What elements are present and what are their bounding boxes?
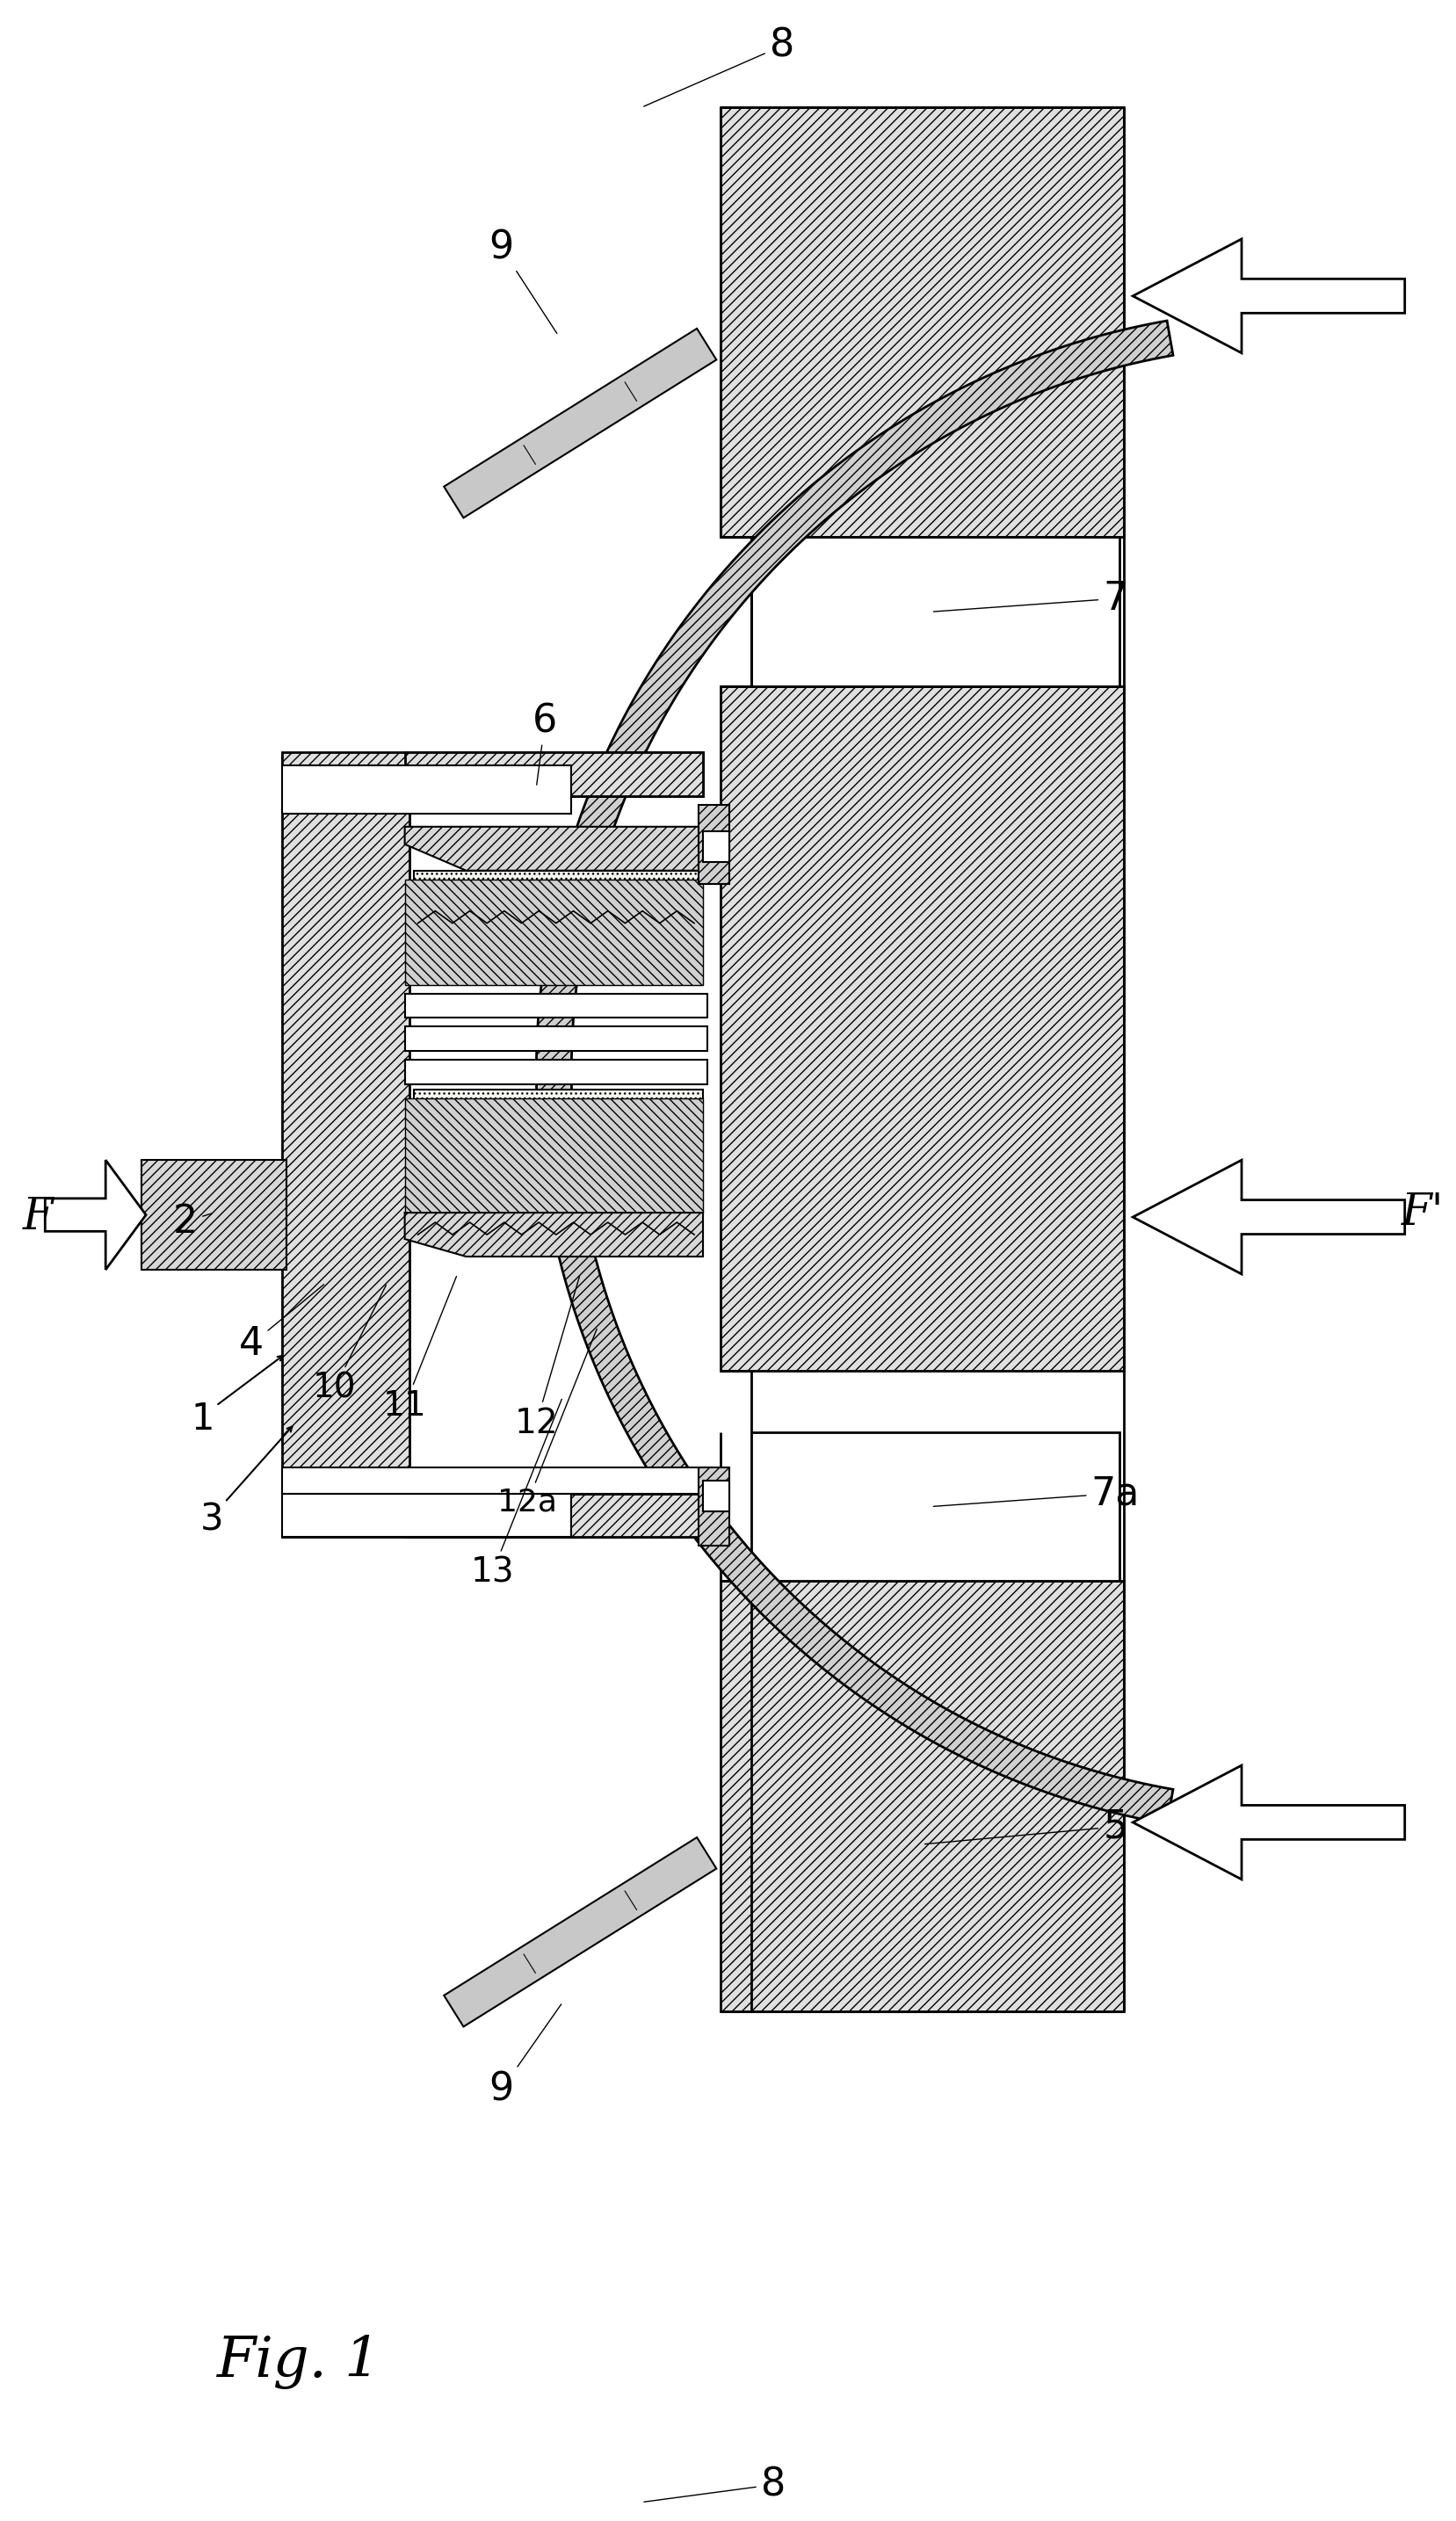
Polygon shape — [414, 1089, 703, 1213]
Text: 12: 12 — [514, 1276, 579, 1439]
Bar — [703, 1480, 729, 1510]
Polygon shape — [414, 870, 703, 986]
Polygon shape — [444, 328, 716, 517]
Bar — [721, 1581, 1124, 2012]
Text: 12a: 12a — [498, 1329, 597, 1518]
Text: F: F — [23, 1195, 54, 1238]
Polygon shape — [405, 1213, 703, 1255]
Text: 6: 6 — [533, 703, 558, 784]
Bar — [141, 1160, 287, 1271]
Text: 9: 9 — [489, 229, 556, 333]
Text: F': F' — [1401, 1190, 1443, 1235]
Text: 3: 3 — [199, 1503, 223, 1538]
Bar — [721, 108, 1124, 537]
Text: 11: 11 — [383, 1276, 456, 1422]
Bar — [751, 537, 1120, 686]
Text: Fig. 1: Fig. 1 — [217, 2334, 381, 2390]
Text: 7: 7 — [933, 580, 1127, 618]
Bar — [405, 751, 703, 797]
Bar — [282, 1467, 712, 1492]
Bar — [405, 1059, 708, 1084]
Text: 8: 8 — [644, 28, 794, 106]
Bar — [751, 1432, 1120, 1581]
Text: 10: 10 — [313, 1286, 386, 1404]
Bar — [405, 1026, 708, 1051]
Bar — [282, 756, 409, 1510]
Bar — [282, 1492, 703, 1538]
Bar — [721, 686, 1124, 1371]
Polygon shape — [405, 1099, 703, 1213]
Bar — [699, 1467, 729, 1545]
Polygon shape — [405, 827, 703, 870]
Bar — [405, 993, 708, 1018]
Polygon shape — [1133, 1765, 1404, 1878]
Polygon shape — [45, 1160, 146, 1271]
Text: 4: 4 — [239, 1283, 323, 1364]
Bar — [282, 751, 703, 797]
Bar — [699, 804, 729, 885]
Text: 1: 1 — [191, 1399, 214, 1437]
Polygon shape — [1133, 1160, 1404, 1273]
Text: 8: 8 — [644, 2466, 785, 2503]
Text: 9: 9 — [489, 2004, 561, 2108]
Polygon shape — [405, 880, 703, 986]
Text: 13: 13 — [470, 1399, 562, 1588]
Bar — [282, 1492, 571, 1538]
Bar — [282, 766, 571, 814]
Text: 5: 5 — [925, 1808, 1127, 1845]
Polygon shape — [444, 1838, 716, 2027]
Polygon shape — [536, 320, 1172, 1823]
Bar — [703, 832, 729, 862]
Bar — [405, 1492, 703, 1538]
Polygon shape — [1133, 239, 1404, 353]
Text: 7a: 7a — [933, 1475, 1139, 1513]
Text: 2: 2 — [173, 1203, 213, 1240]
